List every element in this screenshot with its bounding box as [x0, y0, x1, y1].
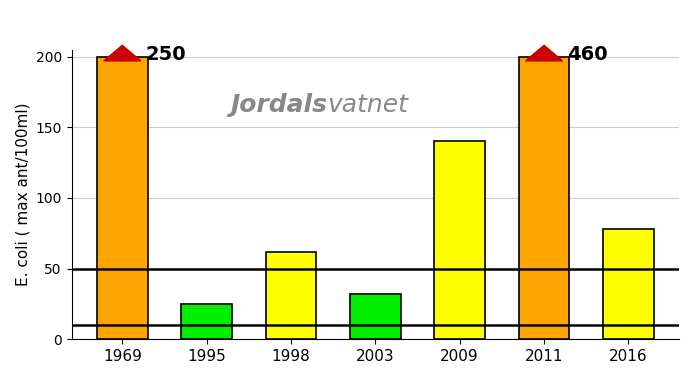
Polygon shape	[525, 45, 563, 61]
Bar	[434, 141, 485, 339]
Bar	[97, 56, 148, 339]
Bar	[518, 56, 569, 339]
Bar	[603, 229, 654, 339]
Bar	[266, 252, 316, 339]
Y-axis label: E. coli ( max ant/100ml): E. coli ( max ant/100ml)	[15, 103, 30, 286]
Bar	[181, 304, 232, 339]
Polygon shape	[103, 45, 141, 61]
Text: Jordals: Jordals	[230, 93, 327, 117]
Text: 460: 460	[567, 45, 607, 64]
Text: vatnet: vatnet	[327, 93, 407, 117]
Bar	[350, 294, 400, 339]
Text: 250: 250	[145, 45, 186, 64]
